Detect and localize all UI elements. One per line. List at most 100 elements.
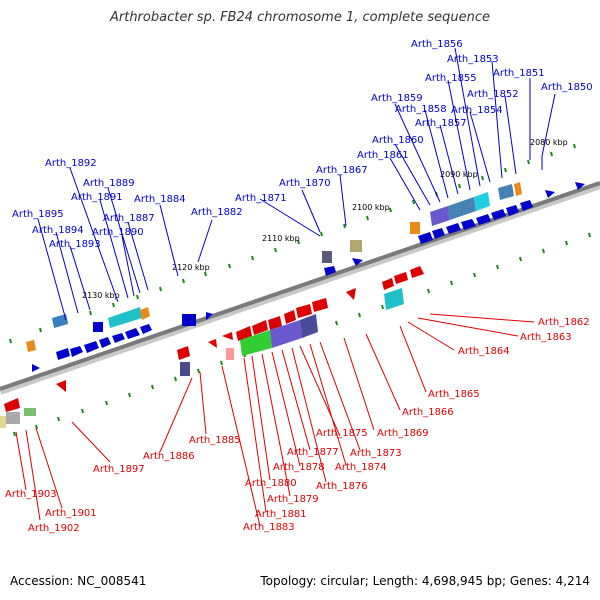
reverse-gene-arrow	[236, 326, 252, 341]
gene-label-arth-1865: Arth_1865	[428, 389, 480, 400]
feature-block	[350, 240, 362, 252]
gene-label-arth-1863: Arth_1863	[520, 332, 572, 343]
gene-label-arth-1871: Arth_1871	[235, 193, 287, 204]
gene-label-arth-1850: Arth_1850	[541, 82, 593, 93]
reverse-feature-blocks	[0, 288, 404, 428]
gene-label-arth-1878: Arth_1878	[273, 462, 325, 473]
forward-gene-track	[32, 182, 585, 372]
reverse-gene-labels: Arth_1862 Arth_1863 Arth_1864 Arth_1865 …	[5, 317, 590, 534]
forward-gene-box	[93, 322, 103, 332]
forward-gene-arrow	[461, 219, 476, 230]
gene-label-arth-1883: Arth_1883	[243, 522, 295, 533]
forward-gene-arrow	[32, 364, 40, 372]
gene-label-arth-1880: Arth_1880	[245, 478, 297, 489]
tick-label: 2110 kbp	[262, 234, 300, 243]
gene-label-arth-1893: Arth_1893	[49, 239, 101, 250]
forward-gene-arrow	[84, 341, 99, 353]
reverse-gene-arrow	[284, 310, 296, 324]
gene-label-arth-1852: Arth_1852	[467, 89, 519, 100]
tick-labels: 2080 kbp 2090 kbp 2100 kbp 2110 kbp 2120…	[82, 138, 568, 300]
gene-label-arth-1875: Arth_1875	[316, 428, 368, 439]
reverse-gene-arrow	[410, 266, 424, 278]
feature-block	[300, 314, 318, 338]
forward-gene-arrow	[545, 190, 555, 198]
gene-label-arth-1879: Arth_1879	[267, 494, 319, 505]
tick-label: 2080 kbp	[530, 138, 568, 147]
gene-label-arth-1892: Arth_1892	[45, 158, 97, 169]
gene-label-arth-1901: Arth_1901	[45, 508, 97, 519]
feature-block	[448, 197, 476, 220]
forward-gene-arrow	[112, 333, 125, 343]
feature-block	[0, 416, 6, 428]
accession-text: Accession: NC_008541	[10, 574, 147, 588]
gene-label-arth-1873: Arth_1873	[350, 448, 402, 459]
reverse-gene-track	[4, 266, 424, 412]
forward-feature-blocks	[26, 182, 522, 352]
gene-label-arth-1891: Arth_1891	[71, 192, 123, 203]
tick-label: 2100 kbp	[352, 203, 390, 212]
gene-label-arth-1855: Arth_1855	[425, 73, 477, 84]
gene-label-arth-1894: Arth_1894	[32, 225, 84, 236]
forward-gene-arrow	[476, 214, 491, 225]
reverse-gene-arrow	[312, 298, 328, 312]
gene-label-arth-1864: Arth_1864	[458, 346, 510, 357]
forward-gene-arrow	[352, 258, 363, 266]
gene-label-arth-1903: Arth_1903	[5, 489, 57, 500]
gene-label-arth-1876: Arth_1876	[316, 481, 368, 492]
feature-block	[6, 412, 20, 424]
forward-gene-arrow	[432, 228, 445, 239]
gene-label-arth-1870: Arth_1870	[279, 178, 331, 189]
feature-block	[322, 251, 332, 263]
gene-label-arth-1867: Arth_1867	[316, 165, 368, 176]
gene-label-arth-1889: Arth_1889	[83, 178, 135, 189]
reverse-gene-arrow	[252, 320, 268, 335]
reverse-gene-arrow	[177, 346, 190, 360]
gene-label-arth-1858: Arth_1858	[395, 104, 447, 115]
gene-label-arth-1866: Arth_1866	[402, 407, 454, 418]
tick-label: 2120 kbp	[172, 263, 210, 272]
gene-label-arth-1861: Arth_1861	[357, 150, 409, 161]
forward-gene-arrow	[70, 346, 83, 357]
feature-block	[52, 314, 68, 328]
gene-label-arth-1860: Arth_1860	[372, 135, 424, 146]
forward-gene-arrow	[56, 348, 70, 360]
feature-block	[226, 348, 234, 360]
reverse-gene-arrow	[222, 332, 233, 340]
feature-block	[430, 206, 450, 226]
tick-label: 2090 kbp	[440, 170, 478, 179]
reverse-gene-arrow	[56, 380, 66, 392]
forward-gene-arrow	[125, 328, 140, 339]
gene-label-arth-1897: Arth_1897	[93, 464, 145, 475]
forward-gene-arrow	[99, 337, 111, 348]
reverse-gene-arrow	[394, 272, 408, 284]
feature-block	[108, 307, 142, 328]
forward-gene-arrow	[206, 312, 213, 320]
feature-block	[140, 307, 150, 320]
gene-label-arth-1902: Arth_1902	[28, 523, 80, 534]
reverse-leader-lines	[15, 313, 535, 527]
gene-label-arth-1881: Arth_1881	[255, 509, 307, 520]
gene-label-arth-1869: Arth_1869	[377, 428, 429, 439]
reverse-gene-arrow	[208, 339, 217, 348]
tick-label: 2130 kbp	[82, 291, 120, 300]
feature-block	[24, 408, 36, 416]
forward-gene-arrow	[140, 324, 152, 334]
gene-label-arth-1874: Arth_1874	[335, 462, 387, 473]
feature-block	[240, 330, 272, 356]
gene-label-arth-1859: Arth_1859	[371, 93, 423, 104]
forward-gene-box	[182, 314, 196, 326]
feature-block	[180, 362, 190, 376]
gene-label-arth-1857: Arth_1857	[415, 118, 467, 129]
reverse-gene-arrow	[382, 278, 394, 290]
forward-leader-lines	[37, 47, 556, 321]
gene-label-arth-1877: Arth_1877	[287, 447, 339, 458]
gene-label-arth-1887: Arth_1887	[103, 213, 155, 224]
gene-label-arth-1884: Arth_1884	[134, 194, 186, 205]
feature-block	[514, 182, 522, 196]
gene-label-arth-1851: Arth_1851	[493, 68, 545, 79]
gene-label-arth-1890: Arth_1890	[92, 227, 144, 238]
feature-block	[384, 288, 404, 310]
reverse-gene-arrow	[346, 288, 356, 300]
reverse-gene-arrow	[4, 398, 20, 412]
